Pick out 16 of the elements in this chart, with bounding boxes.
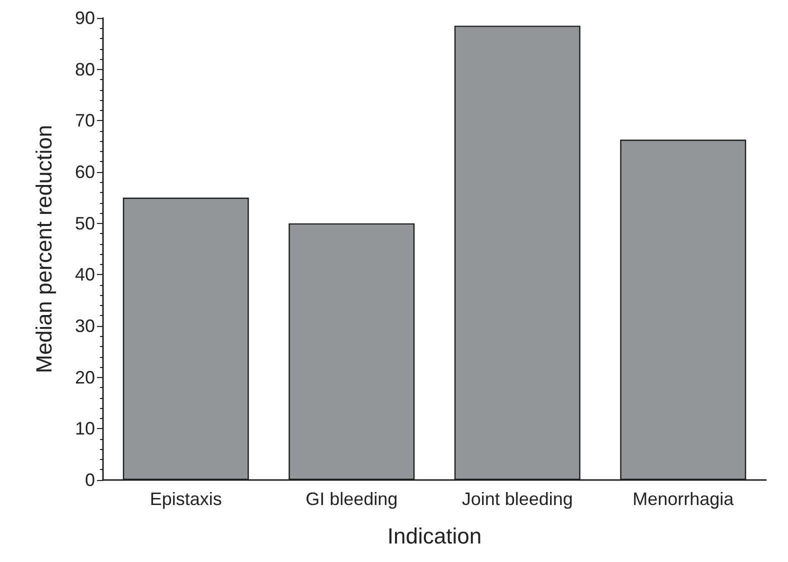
y-tick-label: 80: [74, 59, 95, 80]
x-tick-label: Joint bleeding: [462, 489, 573, 509]
y-axis-title: Median percent reduction: [32, 124, 56, 374]
y-tick-label: 20: [74, 367, 95, 388]
y-tick-label: 70: [74, 110, 95, 131]
x-tick-label: Menorrhagia: [632, 489, 735, 509]
y-tick-label: 30: [74, 316, 95, 336]
y-tick-label: 0: [84, 470, 95, 490]
y-tick-label: 10: [74, 418, 95, 439]
y-tick-label: 40: [74, 264, 95, 285]
y-tick-label: 60: [74, 162, 95, 182]
x-tick-label: Epistaxis: [150, 489, 222, 509]
x-axis-title: Indication: [387, 524, 482, 548]
x-tick-label: GI bleeding: [306, 489, 398, 509]
y-tick-label: 90: [74, 8, 95, 28]
y-tick-label: 50: [74, 213, 95, 234]
